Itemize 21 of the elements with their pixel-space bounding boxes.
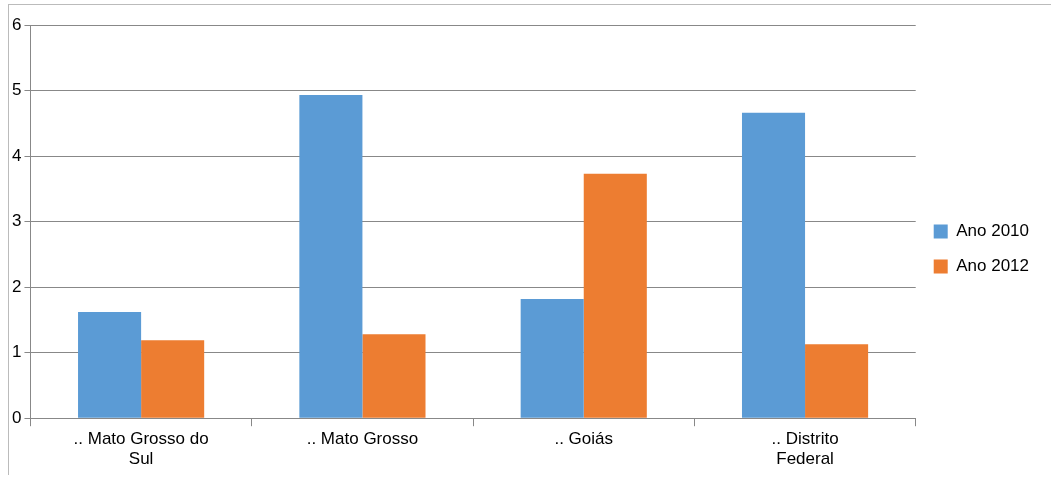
y-tick-label: 5 xyxy=(11,80,22,100)
y-tick-label: 4 xyxy=(11,145,22,165)
bar xyxy=(299,95,363,418)
bar xyxy=(520,298,584,418)
y-tick-label: 6 xyxy=(11,14,22,34)
legend-label: Ano 2010 xyxy=(956,221,1030,241)
y-tick-label: 2 xyxy=(11,276,22,296)
x-tick-label: .. Mato Grosso xyxy=(306,429,419,449)
bar xyxy=(741,112,806,418)
bar xyxy=(805,344,869,418)
bar xyxy=(583,173,647,418)
bar xyxy=(141,340,205,418)
x-tick-label: .. Goiás xyxy=(554,429,614,449)
legend-label: Ano 2012 xyxy=(956,256,1030,276)
bar xyxy=(78,312,142,418)
x-tick-label: .. Mato Grosso do Sul xyxy=(73,429,209,469)
bar xyxy=(362,334,426,418)
x-tick-label: .. Distrito Federal xyxy=(771,429,839,469)
y-tick-label: 3 xyxy=(11,211,22,231)
y-tick-label: 0 xyxy=(11,407,22,427)
y-tick-label: 1 xyxy=(11,342,22,362)
